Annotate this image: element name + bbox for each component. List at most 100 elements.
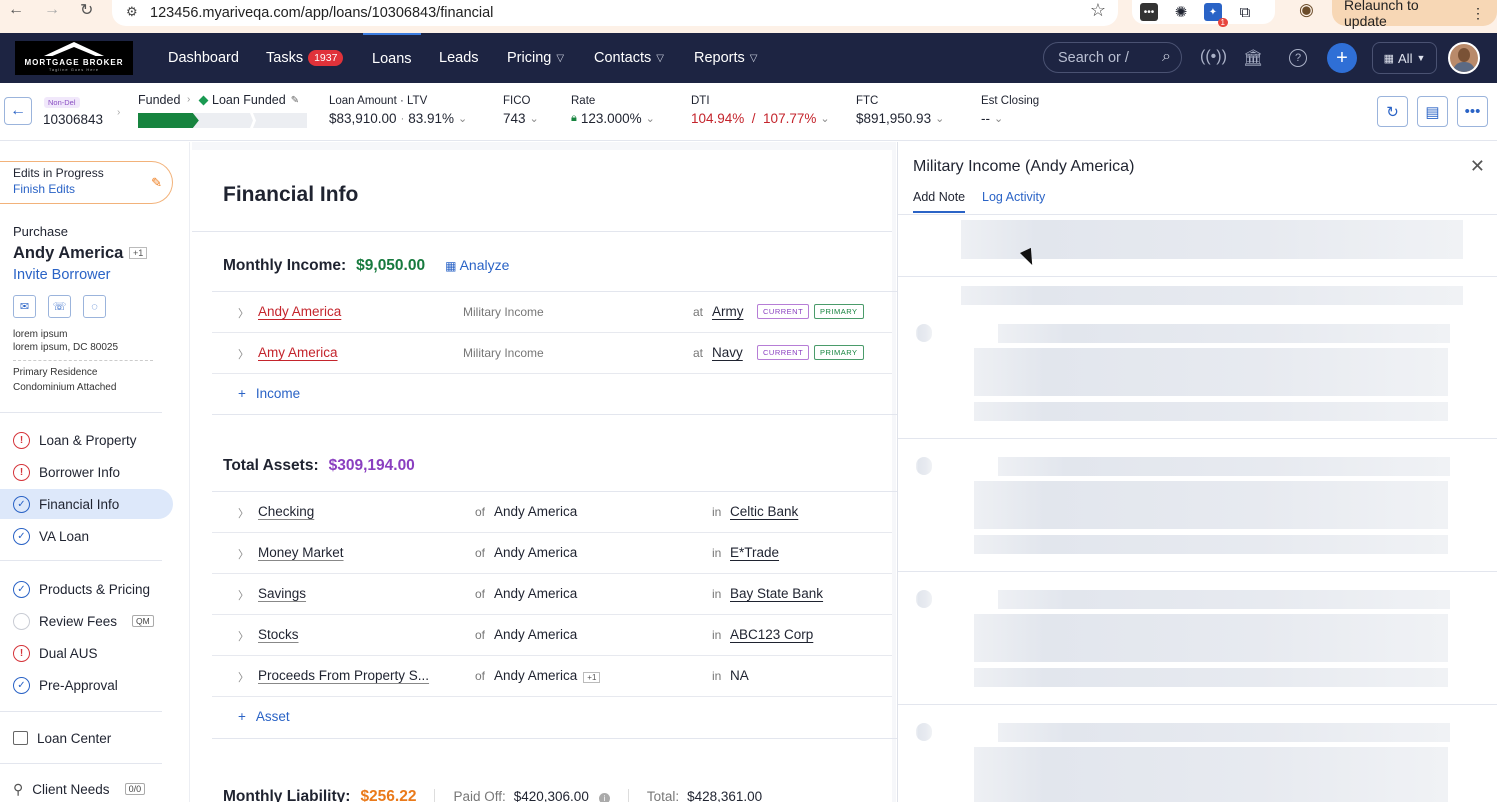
asset-row[interactable]: 〉 Proceeds From Property S... of Andy Am… — [212, 656, 892, 697]
sidebar-item-loan-center[interactable]: Loan Center — [0, 723, 173, 753]
asset-row[interactable]: 〉 Checking of Andy America in Celtic Ban… — [212, 492, 892, 533]
nav-tasks[interactable]: Tasks 1937 — [266, 33, 344, 83]
phone-icon[interactable]: ☏ — [48, 295, 71, 318]
chevron-right-icon[interactable]: 〉 — [238, 508, 249, 520]
site-settings-icon[interactable]: ⚙ — [126, 4, 138, 19]
sidebar-item-loan-property[interactable]: ! Loan & Property — [0, 425, 173, 455]
bank-icon[interactable]: 🏛 — [1243, 50, 1264, 67]
company-switcher[interactable]: ▦ All ▼ — [1372, 42, 1437, 74]
institution-name[interactable]: E*Trade — [730, 545, 780, 560]
borrower-name[interactable]: Andy America — [13, 244, 124, 262]
sidebar-item-products-pricing[interactable]: ✓ Products & Pricing — [0, 574, 173, 604]
forward-arrow-icon[interactable]: → — [44, 1, 60, 18]
metric-loan-amount[interactable]: Loan Amount · LTV $83,910.00 · 83.91% ⌄ — [329, 95, 467, 126]
profile-icon[interactable]: ◉ — [1299, 0, 1314, 19]
chevron-right-icon[interactable]: 〉 — [238, 672, 249, 684]
extension-dark-icon[interactable]: ••• — [1140, 3, 1158, 21]
add-asset-button[interactable]: + Asset — [238, 709, 290, 724]
sidebar-item-client-needs[interactable]: ⚲ Client Needs 0/0 — [0, 774, 173, 802]
asset-name[interactable]: Proceeds From Property S... — [258, 668, 430, 683]
extensions-puzzle-icon[interactable]: ⧉ — [1239, 3, 1251, 21]
nav-reports[interactable]: Reports ▽ — [694, 33, 757, 83]
institution-name[interactable]: Bay State Bank — [730, 586, 824, 601]
asset-row[interactable]: 〉 Money Market of Andy America in E*Trad… — [212, 533, 892, 574]
sidebar-item-borrower-info[interactable]: ! Borrower Info — [0, 457, 173, 487]
employer-name[interactable]: Army — [712, 304, 744, 319]
kebab-menu-icon[interactable]: ⋮ — [1471, 4, 1485, 21]
chevron-right-icon[interactable]: 〉 — [238, 349, 249, 361]
relaunch-button[interactable]: Relaunch to update ⋮ — [1332, 0, 1497, 29]
user-avatar[interactable] — [1448, 42, 1480, 74]
search-icon[interactable]: ⌕ — [1162, 48, 1171, 65]
sidebar-item-review-fees[interactable]: Review Fees QM — [0, 606, 173, 636]
extension-gear-icon[interactable]: ✺ — [1174, 4, 1188, 21]
asset-row[interactable]: 〉 Stocks of Andy America in ABC123 Corp — [212, 615, 892, 656]
nav-pricing[interactable]: Pricing ▽ — [507, 33, 564, 83]
asset-name[interactable]: Stocks — [258, 627, 299, 642]
nav-contacts[interactable]: Contacts ▽ — [594, 33, 664, 83]
invite-borrower-link[interactable]: Invite Borrower — [13, 267, 111, 283]
back-button[interactable]: ← — [4, 97, 32, 125]
sidebar-item-va-loan[interactable]: ✓ VA Loan — [0, 521, 173, 551]
nav-dashboard[interactable]: Dashboard — [168, 33, 239, 83]
create-new-button[interactable]: + — [1327, 43, 1357, 73]
message-icon[interactable]: ◌ — [83, 295, 106, 318]
metric-ftc[interactable]: FTC $891,950.93 ⌄ — [856, 95, 944, 126]
help-icon[interactable]: ? — [1289, 49, 1307, 67]
income-row[interactable]: 〉 Andy America Military Income at Army C… — [212, 292, 892, 333]
conversation-button[interactable]: ▤ — [1417, 96, 1448, 127]
broadcast-icon[interactable]: ((•)) — [1200, 48, 1227, 65]
analyze-button[interactable]: ▦ Analyze — [445, 257, 509, 273]
loan-substage[interactable]: Loan Funded ✎ — [198, 93, 300, 107]
loading-skeleton — [974, 535, 1448, 554]
metric-label: FTC — [856, 95, 879, 107]
nav-loans[interactable]: Loans — [363, 33, 421, 83]
chevron-right-icon[interactable]: 〉 — [238, 590, 249, 602]
asset-name[interactable]: Money Market — [258, 545, 344, 560]
finish-edits-link[interactable]: Finish Edits — [13, 182, 76, 196]
chevron-right-icon[interactable]: 〉 — [238, 308, 249, 320]
reload-icon[interactable]: ↻ — [80, 2, 94, 19]
sidebar-item-financial-info[interactable]: ✓ Financial Info — [0, 489, 173, 519]
additional-borrowers-badge[interactable]: +1 — [129, 247, 148, 259]
metric-rate[interactable]: Rate 🔒︎ 123.000% ⌄ — [571, 95, 655, 126]
add-income-button[interactable]: + Income — [238, 386, 300, 401]
address-bar[interactable]: ⚙ 123456.myariveqa.com/app/loans/1030684… — [112, 0, 1118, 26]
refresh-button[interactable]: ↻ — [1377, 96, 1408, 127]
asset-row[interactable]: 〉 Savings of Andy America in Bay State B… — [212, 574, 892, 615]
tab-add-note[interactable]: Add Note — [913, 190, 966, 213]
email-icon[interactable]: ✉ — [13, 295, 36, 318]
sidebar-item-dual-aus[interactable]: ! Dual AUS — [0, 638, 173, 668]
chevron-right-icon[interactable]: 〉 — [238, 549, 249, 561]
tab-log-activity[interactable]: Log Activity — [982, 190, 1046, 204]
chevron-down-icon: ⌄ — [935, 113, 945, 125]
nav-leads[interactable]: Leads — [439, 33, 479, 83]
income-borrower-name[interactable]: Amy America — [258, 345, 338, 360]
bookmark-star-icon[interactable]: ☆ — [1089, 0, 1106, 20]
company-logo[interactable]: MORTGAGE BROKER Tagline Goes Here — [15, 41, 133, 75]
at-label: at — [693, 305, 704, 319]
institution-name[interactable]: ABC123 Corp — [730, 627, 814, 642]
institution-name[interactable]: Celtic Bank — [730, 504, 799, 519]
income-borrower-name[interactable]: Andy America — [258, 304, 342, 319]
edits-in-progress-card[interactable]: Edits in Progress Finish Edits ✎ — [0, 161, 173, 204]
employer-name[interactable]: Navy — [712, 345, 743, 360]
extension-blue-icon[interactable]: ✦ 1 — [1204, 3, 1228, 27]
metric-dti[interactable]: DTI 104.94% / 107.77% ⌄ — [691, 95, 830, 126]
additional-owner-badge[interactable]: +1 — [583, 672, 601, 683]
info-icon[interactable]: i — [598, 793, 610, 802]
global-search-input[interactable]: Search or / ⌕ — [1043, 42, 1182, 73]
asset-name[interactable]: Savings — [258, 586, 307, 601]
pencil-icon[interactable]: ✎ — [290, 94, 300, 106]
caret-down-icon: ▼ — [1416, 53, 1426, 63]
metric-est-closing[interactable]: Est Closing -- ⌄ — [981, 95, 1039, 126]
sidebar-item-pre-approval[interactable]: ✓ Pre-Approval — [0, 670, 173, 700]
back-arrow-icon[interactable]: ← — [8, 1, 24, 18]
asset-name[interactable]: Checking — [258, 504, 315, 519]
chevron-right-icon[interactable]: 〉 — [238, 631, 249, 643]
income-row[interactable]: 〉 Amy America Military Income at Navy CU… — [212, 333, 892, 374]
metric-fico[interactable]: FICO 743 ⌄ — [503, 95, 539, 126]
check-icon: ✓ — [13, 495, 30, 513]
close-icon[interactable]: ✕ — [1469, 156, 1485, 176]
more-options-button[interactable]: ••• — [1457, 96, 1488, 127]
